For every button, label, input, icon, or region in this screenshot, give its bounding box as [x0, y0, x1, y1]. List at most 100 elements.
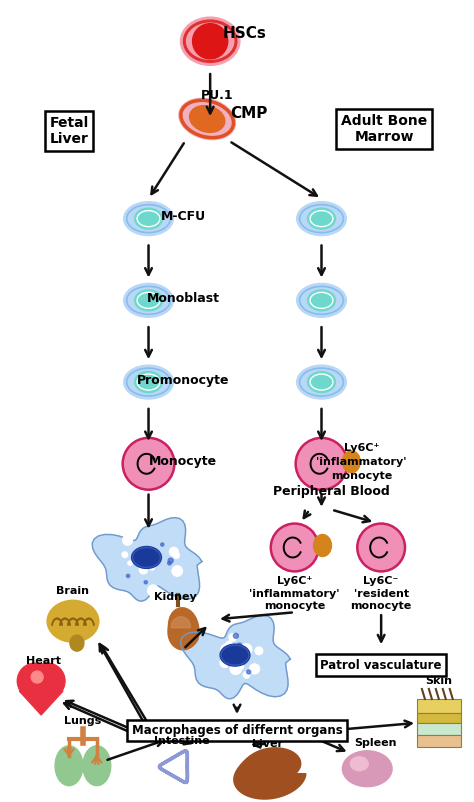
Text: Adult Bone
Marrow: Adult Bone Marrow — [341, 114, 427, 144]
Ellipse shape — [124, 283, 173, 318]
Circle shape — [173, 553, 179, 558]
Circle shape — [237, 643, 242, 647]
Ellipse shape — [135, 371, 163, 392]
FancyBboxPatch shape — [417, 713, 461, 723]
Circle shape — [161, 543, 164, 546]
Circle shape — [123, 536, 132, 545]
Text: Fetal
Liver: Fetal Liver — [49, 115, 89, 146]
Circle shape — [144, 581, 147, 584]
Circle shape — [149, 565, 155, 570]
Circle shape — [230, 663, 241, 674]
Circle shape — [222, 643, 234, 654]
Circle shape — [143, 557, 154, 568]
Text: monocyte: monocyte — [264, 602, 325, 611]
Circle shape — [238, 664, 244, 670]
Circle shape — [168, 558, 173, 563]
Ellipse shape — [308, 290, 336, 311]
Circle shape — [233, 634, 238, 638]
Text: Brain: Brain — [56, 586, 90, 597]
Circle shape — [139, 565, 147, 574]
Circle shape — [29, 663, 65, 699]
Text: 'inflammatory': 'inflammatory' — [249, 589, 340, 599]
Circle shape — [296, 438, 347, 490]
Circle shape — [141, 556, 149, 564]
Text: Kidney: Kidney — [154, 593, 197, 602]
Ellipse shape — [190, 106, 225, 132]
Text: Liver: Liver — [252, 739, 283, 749]
Circle shape — [136, 553, 145, 562]
Ellipse shape — [124, 201, 173, 236]
Circle shape — [141, 553, 146, 557]
Ellipse shape — [124, 365, 173, 399]
Circle shape — [256, 647, 261, 652]
Circle shape — [142, 562, 146, 567]
Circle shape — [148, 549, 156, 557]
Ellipse shape — [308, 209, 336, 229]
Text: Ly6C⁻: Ly6C⁻ — [364, 577, 399, 586]
Ellipse shape — [135, 290, 163, 311]
Ellipse shape — [308, 371, 336, 392]
Circle shape — [240, 644, 252, 655]
Text: Ly6C⁺: Ly6C⁺ — [277, 577, 312, 586]
Circle shape — [122, 552, 128, 557]
Polygon shape — [234, 747, 306, 799]
Circle shape — [143, 554, 152, 563]
Circle shape — [172, 565, 182, 576]
Ellipse shape — [313, 535, 331, 557]
Polygon shape — [181, 615, 291, 699]
Circle shape — [246, 670, 251, 674]
Circle shape — [236, 664, 242, 670]
Text: Spleen: Spleen — [354, 738, 396, 747]
Text: Ly6C⁺: Ly6C⁺ — [344, 443, 379, 453]
Text: Promonocyte: Promonocyte — [137, 374, 229, 387]
Ellipse shape — [55, 746, 83, 786]
Ellipse shape — [342, 451, 360, 472]
Text: monocyte: monocyte — [331, 471, 392, 480]
Text: Patrol vasculature: Patrol vasculature — [320, 658, 442, 671]
Circle shape — [220, 658, 230, 667]
Ellipse shape — [181, 17, 240, 66]
FancyBboxPatch shape — [417, 699, 461, 713]
Circle shape — [127, 574, 130, 577]
Circle shape — [128, 561, 132, 565]
Circle shape — [17, 663, 53, 699]
Circle shape — [235, 654, 241, 661]
Ellipse shape — [135, 209, 163, 229]
FancyBboxPatch shape — [417, 723, 461, 735]
Circle shape — [151, 551, 158, 558]
Text: M-CFU: M-CFU — [161, 210, 206, 223]
Circle shape — [250, 664, 260, 674]
Circle shape — [229, 634, 237, 641]
Ellipse shape — [70, 635, 84, 651]
Circle shape — [220, 644, 232, 656]
Ellipse shape — [220, 644, 250, 666]
Circle shape — [357, 524, 405, 571]
Text: Intestine: Intestine — [154, 735, 209, 746]
Polygon shape — [19, 691, 63, 715]
Ellipse shape — [350, 757, 368, 771]
Text: PU.1: PU.1 — [201, 88, 233, 102]
Circle shape — [168, 561, 171, 565]
Text: 'resident: 'resident — [354, 589, 409, 599]
Text: CMP: CMP — [230, 106, 268, 120]
Circle shape — [224, 652, 229, 657]
Text: Skin: Skin — [425, 676, 452, 686]
Circle shape — [142, 561, 147, 567]
Circle shape — [228, 662, 231, 666]
Circle shape — [241, 658, 246, 664]
Text: monocyte: monocyte — [351, 602, 412, 611]
Ellipse shape — [132, 546, 162, 569]
Circle shape — [231, 658, 238, 665]
Ellipse shape — [297, 201, 346, 236]
Text: Lungs: Lungs — [64, 716, 101, 726]
Circle shape — [255, 647, 263, 654]
Ellipse shape — [83, 746, 111, 786]
Text: 'inflammatory': 'inflammatory' — [316, 457, 407, 467]
Ellipse shape — [47, 601, 99, 642]
Circle shape — [226, 641, 232, 647]
Polygon shape — [168, 608, 199, 650]
Circle shape — [238, 656, 243, 660]
Text: Monoblast: Monoblast — [147, 292, 220, 305]
Circle shape — [140, 554, 146, 560]
Polygon shape — [92, 517, 202, 602]
